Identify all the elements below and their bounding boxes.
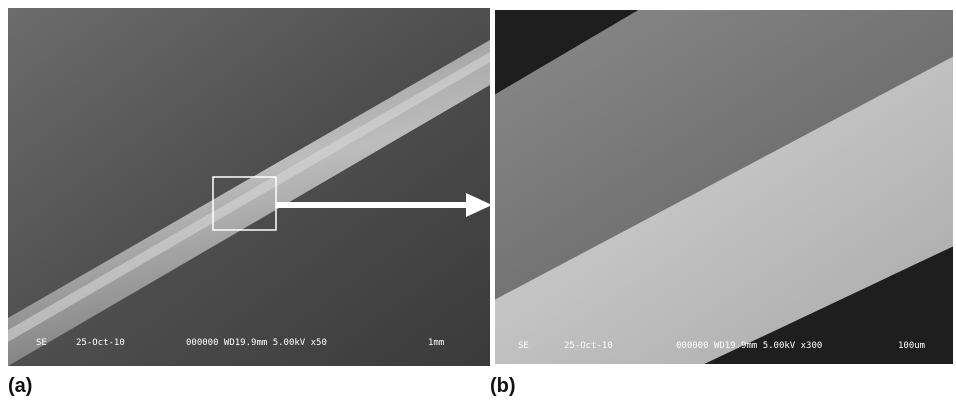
info-mode: SE (518, 341, 529, 351)
panel-b-image: SE 25-Oct-10 000000 WD19.9mm 5.00kV x300… (494, 9, 956, 366)
info-params: 000000 WD19.9mm 5.00kV x300 (676, 341, 822, 351)
panel-a-image: SE 25-Oct-10 000000 WD19.9mm 5.00kV x50 … (8, 8, 492, 366)
panel-label: (a) (8, 375, 32, 397)
panel-label: (b) (490, 375, 516, 397)
info-mode: SE (36, 338, 47, 348)
info-params: 000000 WD19.9mm 5.00kV x50 (186, 338, 327, 348)
info-date: 25-Oct-10 (76, 338, 125, 348)
page: SE 25-Oct-10 000000 WD19.9mm 5.00kV x50 … (0, 0, 956, 400)
info-date: 25-Oct-10 (564, 341, 613, 351)
figure: SE 25-Oct-10 000000 WD19.9mm 5.00kV x50 … (0, 0, 956, 400)
info-scale: 1mm (428, 338, 444, 348)
info-scale: 100um (898, 341, 925, 351)
